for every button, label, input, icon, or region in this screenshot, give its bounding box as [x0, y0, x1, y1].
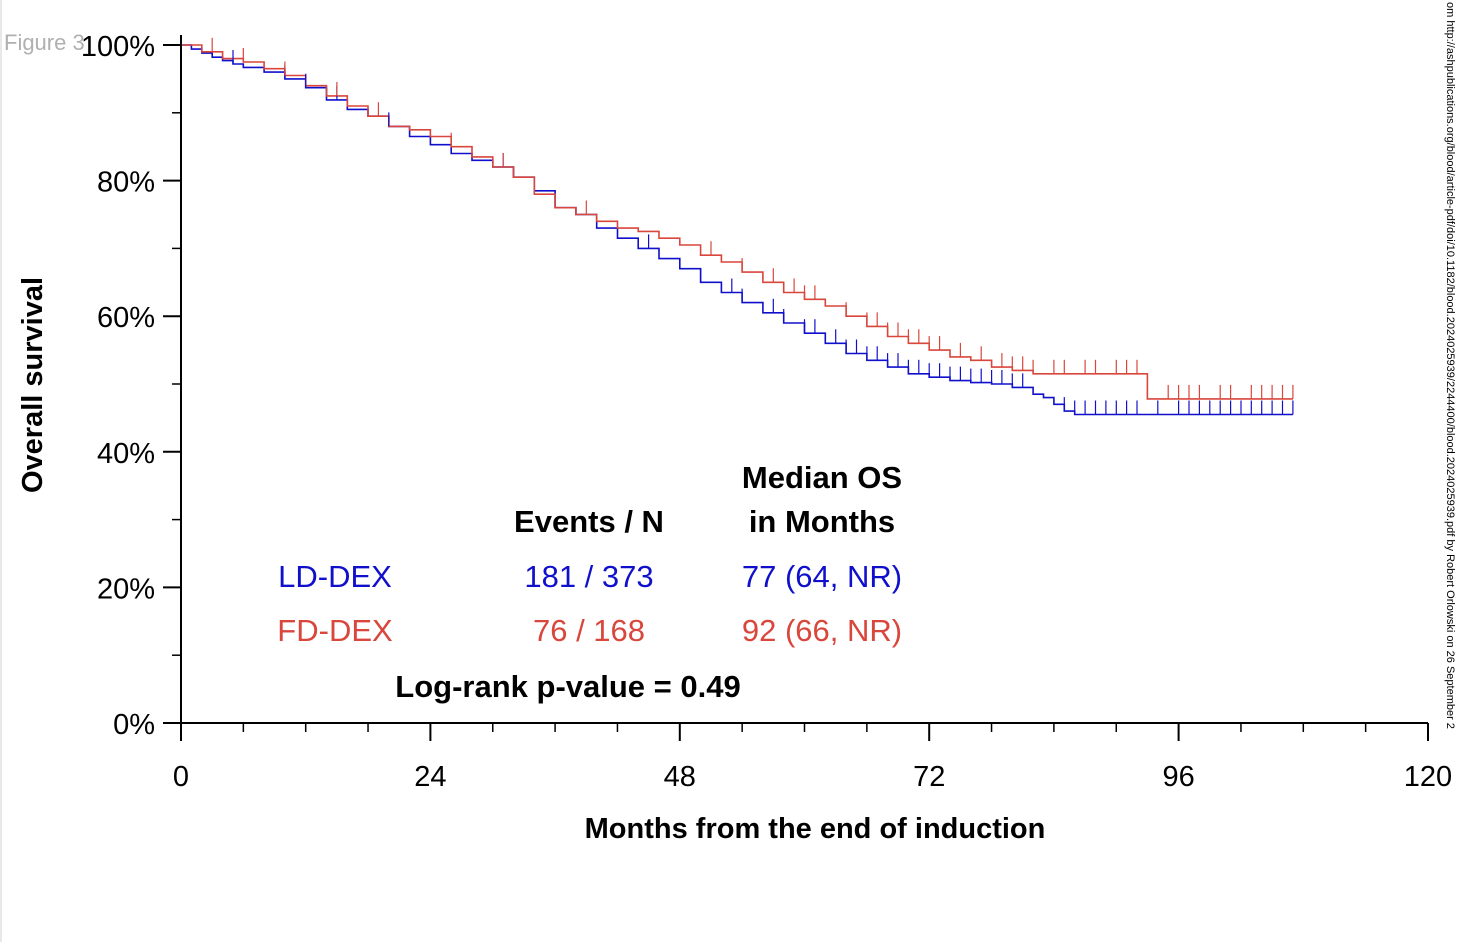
plot-area: 0 24 48 72 96 120 0% 20% 40% 60% 80% 100%	[81, 31, 1452, 793]
figure-label: Figure 3	[4, 30, 85, 55]
y-tick-label: 20%	[97, 573, 155, 605]
fd-dex-events: 76 / 168	[533, 613, 645, 648]
censor-marks	[211, 37, 1294, 415]
logrank-pvalue: Log-rank p-value = 0.49	[395, 669, 740, 704]
axes	[163, 35, 1429, 741]
survival-curves	[181, 44, 1293, 416]
tick-labels: 0 24 48 72 96 120 0% 20% 40% 60% 80% 100%	[81, 31, 1452, 793]
y-tick-label: 60%	[97, 302, 155, 334]
median-header-line1: Median OS	[742, 460, 902, 495]
y-tick-label: 80%	[97, 167, 155, 199]
events-header: Events / N	[514, 504, 664, 539]
fd-dex-median: 92 (66, NR)	[742, 613, 902, 648]
download-side-note: om http://ashpublications.org/blood/arti…	[1444, 2, 1456, 729]
y-tick-label: 100%	[81, 31, 155, 63]
y-axis-title: Overall survival	[17, 277, 49, 493]
series-line-fd-dex	[181, 44, 1293, 400]
x-tick-label: 48	[664, 761, 696, 793]
median-header-line2: in Months	[749, 504, 895, 539]
x-tick-label: 24	[414, 761, 446, 793]
fd-dex-label: FD-DEX	[277, 613, 393, 648]
x-axis-title: Months from the end of induction	[585, 813, 1046, 845]
ld-dex-label: LD-DEX	[278, 559, 392, 594]
y-tick-label: 40%	[97, 438, 155, 470]
x-tick-label: 96	[1162, 761, 1194, 793]
y-tick-label: 0%	[113, 709, 155, 741]
x-tick-label: 0	[173, 761, 189, 793]
ld-dex-events: 181 / 373	[524, 559, 653, 594]
x-tick-label: 120	[1404, 761, 1452, 793]
ld-dex-median: 77 (64, NR)	[742, 559, 902, 594]
x-tick-label: 72	[913, 761, 945, 793]
summary-table: Median OS Events / N in Months LD-DEX 18…	[277, 460, 902, 704]
